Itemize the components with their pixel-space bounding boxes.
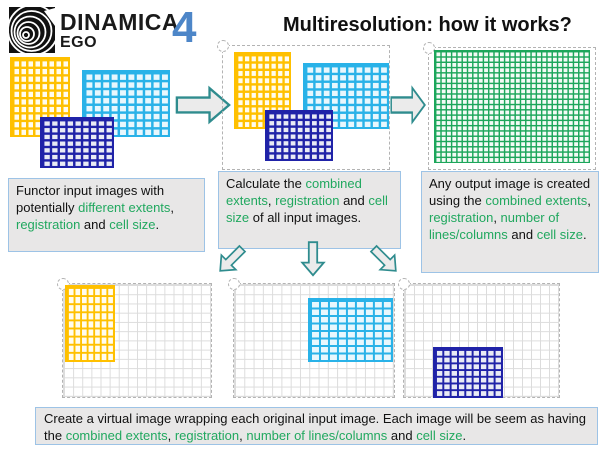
virtual-image-panel-2: [228, 278, 395, 398]
brand-name: DINAMICA: [60, 9, 179, 35]
brand-subname: EGO: [60, 34, 98, 51]
page-title: Multiresolution: how it works?: [283, 14, 572, 36]
input-grid-navy: [40, 117, 114, 168]
step-box-calculate-combined: Calculate the combined extents, registra…: [218, 171, 401, 249]
selection-handle-icon: [228, 278, 240, 290]
flow-arrow-right-2-icon: [390, 85, 426, 125]
dinamica-ego-logo-icon: [9, 7, 55, 53]
output-image-panel: [423, 42, 596, 170]
brand-text: DINAMICA EGO: [60, 11, 179, 51]
input-grid-navy: [265, 110, 333, 161]
wrapped-grid-yellow: [65, 285, 115, 362]
step-box-output-image: Any output image is created using the co…: [421, 171, 599, 273]
flow-arrow-down-icon: [300, 241, 326, 277]
caption-box-virtual-image: Create a virtual image wrapping each ori…: [35, 407, 598, 445]
wrapped-grid-navy: [433, 347, 503, 398]
version-number: 4: [172, 3, 197, 52]
selection-handle-icon: [398, 278, 410, 290]
selection-handle-icon: [217, 40, 229, 52]
step-box-input-images: Functor input images with potentially di…: [8, 178, 205, 252]
flow-arrow-down-left-icon: [219, 244, 247, 272]
flow-arrow-right-1-icon: [175, 85, 231, 125]
selection-handle-icon: [423, 42, 435, 54]
flow-arrow-down-right-icon: [369, 244, 397, 272]
input-grid-cyan: [82, 70, 170, 137]
output-grid-green: [434, 50, 590, 163]
combined-extent-panel: [217, 40, 390, 170]
wrapped-grid-cyan: [308, 298, 393, 362]
